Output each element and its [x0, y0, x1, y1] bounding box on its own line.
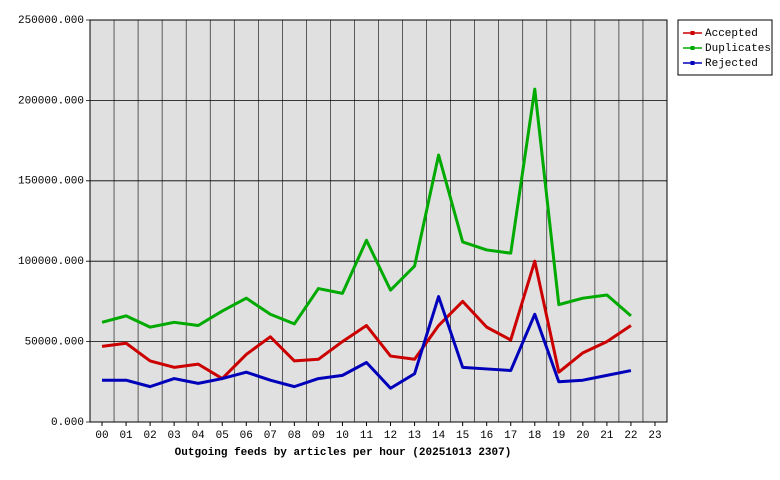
- x-axis-label: Outgoing feeds by articles per hour (202…: [175, 447, 512, 459]
- x-tick-label: 06: [240, 430, 253, 442]
- legend-label: Duplicates: [705, 43, 771, 55]
- x-tick-label: 10: [336, 430, 349, 442]
- legend-marker: [690, 46, 695, 50]
- y-tick-label: 100000.000: [18, 256, 84, 268]
- y-tick-label: 0.000: [51, 417, 84, 429]
- x-tick-label: 03: [168, 430, 181, 442]
- x-tick-label: 11: [360, 430, 374, 442]
- series-line: [102, 295, 632, 390]
- x-tick-label: 13: [408, 430, 421, 442]
- x-tick-label: 19: [552, 430, 565, 442]
- series-line: [101, 87, 632, 329]
- plot-area: [89, 19, 668, 423]
- legend-label: Rejected: [705, 58, 758, 70]
- x-tick-label: 15: [456, 430, 469, 442]
- x-tick-label: 07: [264, 430, 277, 442]
- x-tick-label: 02: [144, 430, 157, 442]
- x-tick-label: 17: [504, 430, 517, 442]
- y-tick-label: 150000.000: [18, 176, 84, 188]
- y-tick-label: 50000.000: [25, 337, 84, 349]
- y-tick-label: 200000.000: [18, 95, 84, 107]
- x-tick-label: 23: [648, 430, 661, 442]
- x-tick-label: 00: [95, 430, 108, 442]
- x-tick-label: 05: [216, 430, 229, 442]
- x-tick-label: 16: [480, 430, 493, 442]
- legend-marker: [690, 31, 695, 35]
- x-tick-label: 18: [528, 430, 541, 442]
- x-tick-label: 22: [624, 430, 637, 442]
- x-tick-label: 08: [288, 430, 301, 442]
- legend-marker: [690, 61, 695, 65]
- x-tick-label: 14: [432, 430, 446, 442]
- legend-box: [677, 19, 773, 76]
- x-tick-label: 01: [119, 430, 133, 442]
- x-tick-label: 12: [384, 430, 397, 442]
- series-line: [101, 259, 632, 381]
- y-tick-label: 250000.000: [18, 15, 84, 27]
- x-tick-label: 09: [312, 430, 325, 442]
- x-tick-label: 21: [600, 430, 614, 442]
- legend-label: Accepted: [705, 28, 758, 40]
- x-tick-label: 20: [576, 430, 589, 442]
- x-tick-label: 04: [192, 430, 206, 442]
